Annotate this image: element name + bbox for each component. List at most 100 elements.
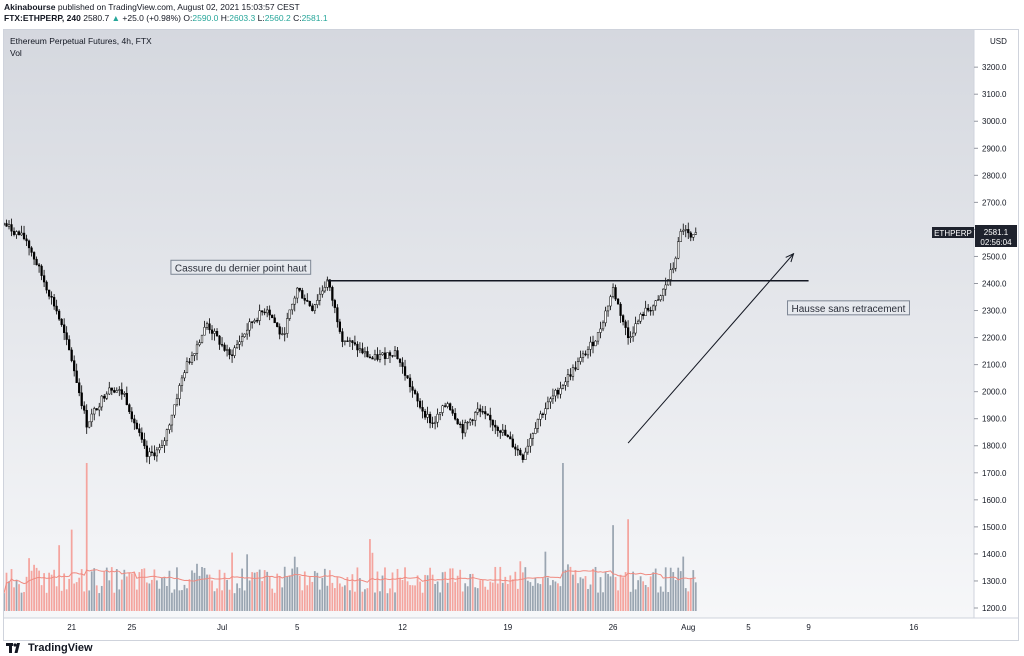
tradingview-brand[interactable]: TradingView (28, 642, 93, 654)
author-name[interactable]: Akinabourse (4, 2, 56, 12)
volume-bar (241, 568, 243, 611)
candle (428, 411, 432, 429)
candle (208, 318, 211, 334)
symbol-label[interactable]: FTX:ETHPERP, 240 (4, 13, 81, 23)
volume-bar (181, 590, 183, 611)
volume-bar (531, 585, 534, 611)
volume-bars (4, 463, 697, 611)
candle (393, 345, 397, 357)
candle (220, 337, 224, 348)
annotation-breakout[interactable]: Cassure du dernier point haut (170, 259, 312, 275)
volume-bar (669, 567, 672, 611)
time-tick-label: 25 (127, 623, 136, 632)
candle (343, 340, 347, 346)
volume-bar (496, 583, 499, 611)
volume-bar (83, 591, 86, 611)
volume-bar (519, 561, 522, 611)
volume-bar (584, 576, 587, 611)
volume-bar (366, 588, 369, 611)
volume-bar (130, 573, 133, 611)
volume-bar (148, 583, 151, 611)
volume-bar (471, 573, 474, 611)
candle (266, 305, 269, 318)
candle (306, 293, 309, 302)
candle (17, 230, 21, 236)
trend-arrow[interactable] (627, 254, 793, 444)
annotation-rally[interactable]: Hausse sans retracement (787, 300, 910, 316)
price-tick-label: 2300.0 (982, 307, 1007, 316)
volume-bar (53, 569, 56, 611)
price-axis[interactable]: 3200.03100.03000.02900.02800.02700.02600… (973, 30, 1007, 618)
volume-bar (431, 574, 434, 611)
volume-bar (133, 572, 136, 611)
footer: TradingView (6, 641, 93, 655)
candle (63, 318, 66, 341)
candle (536, 418, 540, 433)
candle (426, 406, 429, 424)
candle (103, 393, 106, 402)
candle (153, 445, 156, 461)
volume-bar (113, 592, 116, 611)
candle (351, 340, 354, 350)
volume-bar (381, 575, 384, 611)
volume-bar (484, 586, 487, 611)
candle (215, 328, 219, 337)
candle (178, 383, 181, 406)
volume-bar (684, 588, 687, 611)
volume-bar (316, 572, 319, 611)
candle (353, 335, 357, 346)
volume-bar (459, 569, 462, 611)
price-tick-label: 2400.0 (982, 279, 1007, 288)
volume-bar (65, 589, 68, 611)
published-info: published on TradingView.com, August 02,… (57, 2, 300, 12)
volume-bar (389, 588, 391, 611)
volume-bar (569, 566, 572, 611)
candle (200, 334, 204, 344)
volume-bar (263, 570, 266, 611)
candle (584, 350, 587, 357)
ohlc-open-value: 2590.0 (192, 13, 219, 23)
time-axis[interactable]: 21 25 Jul 5 12 19 26 Aug 5 9 16 (4, 617, 1018, 632)
candle (10, 218, 13, 237)
volume-bar (346, 577, 349, 611)
price-chart[interactable]: Cassure du dernier point haut Hausse san… (4, 30, 1018, 640)
candle (321, 285, 324, 298)
volume-bar (221, 590, 223, 611)
volume-bar (98, 593, 101, 611)
volume-bar (271, 588, 274, 611)
candle (40, 264, 43, 281)
candle (642, 311, 645, 320)
candle (293, 295, 296, 312)
volume-bar (474, 587, 477, 611)
candle (180, 374, 184, 392)
candle (459, 421, 462, 429)
candle (158, 443, 161, 454)
candle (606, 305, 610, 317)
candle (58, 309, 61, 321)
candle (68, 335, 71, 351)
candle (30, 246, 33, 257)
volume-bar (549, 585, 552, 611)
candle (183, 370, 186, 382)
volume-bar (481, 579, 484, 611)
candle (203, 320, 206, 336)
volume-bar (15, 579, 18, 611)
volume-bar (243, 590, 246, 611)
volume-bar (647, 587, 650, 611)
candle (50, 291, 53, 305)
candle (692, 234, 695, 241)
candle (240, 332, 244, 347)
ohlc-high-value: 2603.3 (229, 13, 256, 23)
plot-background (4, 30, 974, 618)
volume-bar (211, 580, 213, 611)
candle (373, 349, 377, 361)
candle (253, 318, 256, 324)
candle (20, 225, 23, 236)
candle (386, 352, 389, 359)
volume-bar (25, 576, 28, 611)
volume-bar (120, 579, 123, 611)
candle (173, 404, 176, 419)
volume-bar (95, 585, 98, 611)
volume-bar (542, 578, 544, 611)
volume-bar (18, 584, 20, 611)
